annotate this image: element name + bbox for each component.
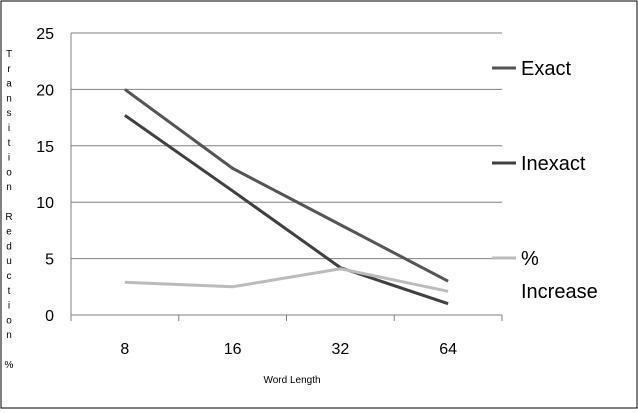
y-tick-label: 10: [36, 195, 54, 212]
legend: Exact Inexact % Increase: [492, 58, 598, 303]
legend-label: % Increase: [521, 248, 598, 303]
y-tick-label: 25: [36, 26, 54, 43]
x-tick-labels: 8 16 32 64: [120, 341, 457, 358]
gridlines: [71, 32, 502, 260]
legend-label: Exact: [521, 58, 571, 80]
y-tick-label: 0: [45, 308, 54, 325]
x-tick-label: 32: [331, 341, 349, 358]
x-axis-title: Word Length: [263, 375, 320, 386]
y-tick-label: 20: [36, 82, 54, 99]
y-tick-label: 5: [45, 252, 54, 269]
series-line: [123, 88, 449, 283]
axes: [70, 33, 503, 321]
y-tick-label: 15: [36, 139, 54, 156]
series-lines: [123, 88, 449, 306]
series-line: [124, 114, 449, 306]
series-line: [124, 267, 449, 293]
x-tick-label: 16: [224, 341, 242, 358]
y-tick-labels: 0 5 10 15 20 25: [36, 26, 54, 325]
legend-label: Inexact: [521, 153, 586, 175]
x-tick-label: 8: [120, 341, 129, 358]
x-tick-label: 64: [439, 341, 457, 358]
